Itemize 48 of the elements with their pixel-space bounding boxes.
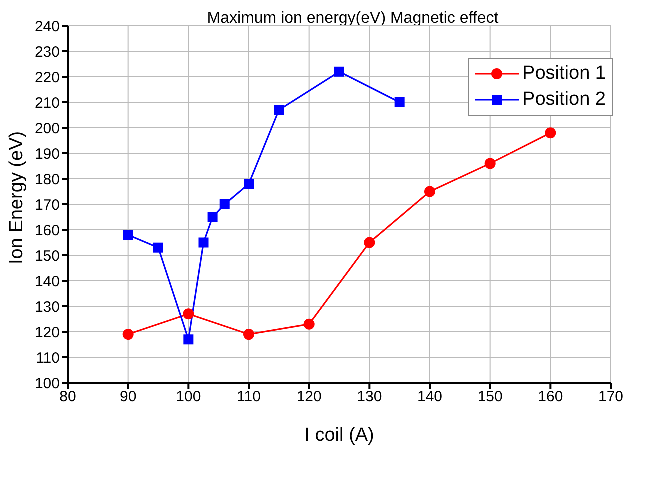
point	[244, 329, 254, 340]
point	[123, 230, 134, 240]
y-axis-title: Ion Energy (eV)	[6, 131, 28, 264]
point	[208, 212, 218, 222]
y-tick-label: 140	[34, 273, 60, 290]
point	[183, 308, 194, 320]
y-tick-label: 190	[34, 146, 60, 163]
x-tick-label: 120	[296, 388, 322, 406]
y-tick-label: 110	[36, 350, 60, 367]
legend-label: Position 1	[522, 62, 606, 86]
y-tick-label: 230	[34, 44, 60, 61]
y-tick-label: 120	[34, 324, 60, 342]
point	[394, 98, 405, 108]
y-tick-label: 240	[34, 18, 60, 36]
x-tick-label: 140	[417, 388, 443, 406]
point	[244, 179, 254, 190]
x-tick-label: 110	[237, 388, 261, 406]
x-tick-label: 160	[538, 388, 564, 406]
x-tick-label: 130	[357, 388, 382, 406]
point	[304, 318, 315, 330]
chart-title: Maximum ion energy(eV) Magnetic effect	[206, 10, 500, 28]
x-tick-label: 100	[176, 388, 202, 406]
y-tick-label: 220	[34, 69, 60, 86]
y-tick-label: 130	[34, 298, 60, 316]
point	[364, 237, 376, 248]
x-tick-label: 90	[120, 388, 137, 406]
y-tick-label: 150	[34, 248, 60, 265]
point	[154, 242, 164, 253]
y-tick-label: 210	[34, 94, 60, 112]
point	[424, 186, 436, 198]
y-tick-label: 180	[34, 171, 60, 188]
point	[274, 105, 284, 116]
legend-label: Position 2	[522, 88, 606, 112]
point	[484, 158, 496, 170]
x-tick-label: 80	[60, 388, 76, 406]
point	[198, 238, 209, 248]
x-tick-label: 150	[478, 388, 503, 406]
x-tick-label: 170	[598, 388, 624, 406]
x-axis-title: I coil (A)	[304, 425, 374, 446]
point	[184, 334, 194, 345]
y-tick-label: 200	[34, 120, 60, 138]
point	[220, 200, 230, 210]
y-tick-label: 100	[34, 375, 60, 392]
point	[545, 128, 556, 139]
y-tick-label: 160	[34, 222, 60, 240]
point	[334, 66, 344, 77]
y-tick-label: 170	[34, 196, 60, 214]
point	[122, 329, 134, 340]
